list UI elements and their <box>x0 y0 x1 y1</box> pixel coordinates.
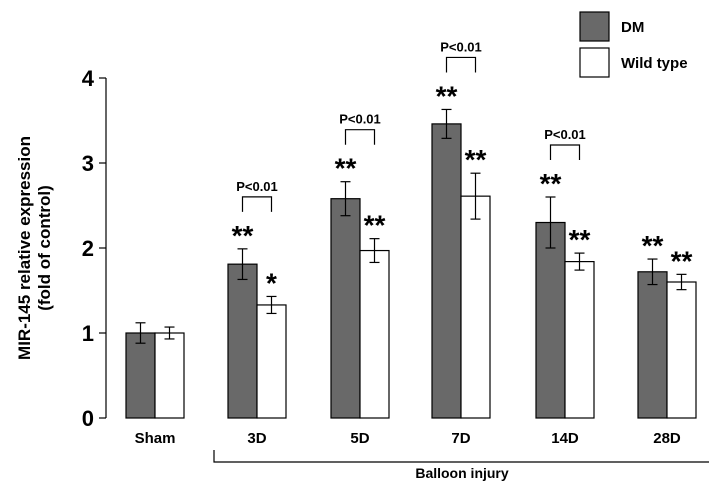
legend: DM Wild type <box>579 11 688 78</box>
significance-label: ** <box>569 224 591 255</box>
x-tick-label: 7D <box>451 430 470 447</box>
significance-label: ** <box>335 153 357 184</box>
comparison-bracket <box>445 56 477 73</box>
comparison-p-value: P<0.01 <box>236 179 278 194</box>
x-tick-label: Sham <box>135 430 176 447</box>
significance-label: * <box>266 267 277 298</box>
bar-wild-type-14d <box>564 261 595 419</box>
x-tick-label: 3D <box>247 430 266 447</box>
bar-wild-type-28d <box>666 281 697 419</box>
bar-wild-type-sham <box>154 332 185 419</box>
bar-dm-14d <box>535 221 566 419</box>
comparison-bracket <box>344 129 376 145</box>
significance-label: ** <box>642 230 664 261</box>
significance-label: ** <box>436 80 458 111</box>
y-axis-title: MIR-145 relative expression (fold of con… <box>15 136 54 360</box>
legend-swatch-dm <box>579 11 610 42</box>
bar-wild-type-5d <box>359 249 390 419</box>
bar-dm-28d <box>637 271 668 419</box>
comparison-bracket <box>241 196 273 212</box>
group-bracket-label: Balloon injury <box>415 465 509 481</box>
bar-dm-7d <box>431 123 462 419</box>
x-tick-label: 5D <box>350 430 369 447</box>
y-axis-title-line-1: MIR-145 relative expression <box>15 136 34 360</box>
significance-label: ** <box>364 210 386 241</box>
group-bracket <box>213 450 709 463</box>
y-tick-label: 3 <box>82 151 94 176</box>
comparison-p-value: P<0.01 <box>440 39 482 54</box>
comparison-bracket <box>549 144 581 160</box>
comparison-p-value: P<0.01 <box>544 127 586 142</box>
bar-wild-type-7d <box>460 195 491 419</box>
bar-dm-3d <box>227 263 258 419</box>
significance-label: ** <box>540 168 562 199</box>
comparison-p-value: P<0.01 <box>339 112 381 127</box>
bar-wild-type-3d <box>256 304 287 419</box>
y-axis-title-line-2: (fold of control) <box>35 185 54 311</box>
legend-label-wild-type: Wild type <box>621 55 688 72</box>
bar-dm-sham <box>125 332 156 419</box>
x-tick-label: 14D <box>551 430 579 447</box>
y-tick-label: 1 <box>82 321 94 346</box>
legend-label-dm: DM <box>621 19 644 36</box>
legend-swatch-wild-type <box>579 47 610 78</box>
y-tick-label: 0 <box>82 406 94 431</box>
significance-label: ** <box>465 144 487 175</box>
y-tick-label: 2 <box>82 236 94 261</box>
x-tick-label: 28D <box>653 430 681 447</box>
y-tick-label: 4 <box>82 66 95 91</box>
significance-label: ** <box>671 245 693 276</box>
bar-dm-5d <box>330 198 361 419</box>
significance-label: ** <box>232 220 254 251</box>
